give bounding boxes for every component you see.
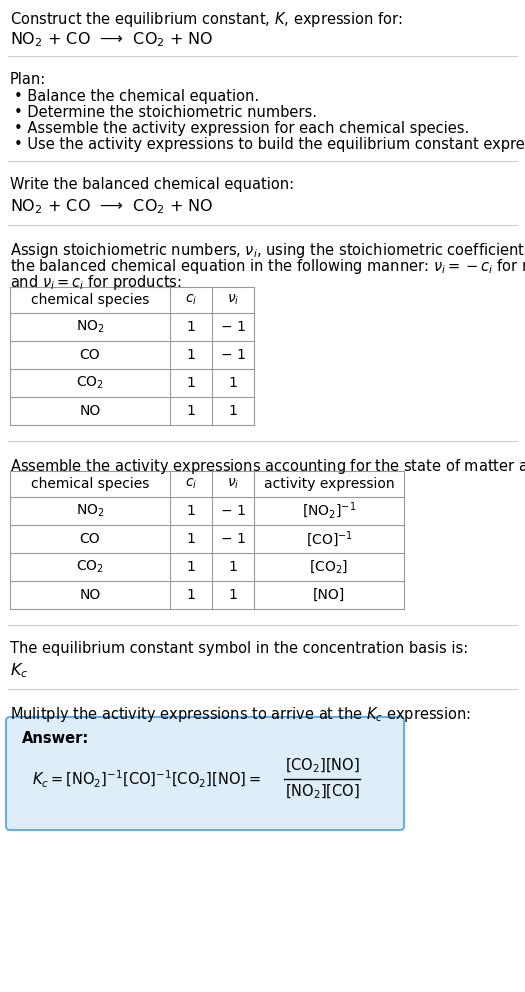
Text: the balanced chemical equation in the following manner: $\nu_i = -c_i$ for react: the balanced chemical equation in the fo… xyxy=(10,257,525,276)
Text: 1: 1 xyxy=(186,376,195,390)
Text: $K_c = [\mathrm{NO_2}]^{-1} [\mathrm{CO}]^{-1} [\mathrm{CO_2}] [\mathrm{NO}] = $: $K_c = [\mathrm{NO_2}]^{-1} [\mathrm{CO}… xyxy=(32,769,261,790)
Text: CO$_2$: CO$_2$ xyxy=(76,375,104,391)
Text: 1: 1 xyxy=(186,348,195,362)
Text: − 1: − 1 xyxy=(220,532,246,546)
Text: chemical species: chemical species xyxy=(31,293,149,307)
Text: CO: CO xyxy=(80,532,100,546)
Text: chemical species: chemical species xyxy=(31,477,149,491)
Text: Mulitply the activity expressions to arrive at the $K_c$ expression:: Mulitply the activity expressions to arr… xyxy=(10,705,471,724)
Text: 1: 1 xyxy=(186,560,195,574)
Text: Answer:: Answer: xyxy=(22,731,89,746)
Text: $c_i$: $c_i$ xyxy=(185,477,197,491)
Text: The equilibrium constant symbol in the concentration basis is:: The equilibrium constant symbol in the c… xyxy=(10,641,468,656)
Text: 1: 1 xyxy=(186,588,195,602)
Text: $\nu_i$: $\nu_i$ xyxy=(227,477,239,491)
Text: Construct the equilibrium constant, $K$, expression for:: Construct the equilibrium constant, $K$,… xyxy=(10,10,403,29)
Text: NO$_2$ + CO  ⟶  CO$_2$ + NO: NO$_2$ + CO ⟶ CO$_2$ + NO xyxy=(10,197,214,215)
Text: [CO$_2$]: [CO$_2$] xyxy=(309,558,349,575)
Text: 1: 1 xyxy=(228,588,237,602)
Text: 1: 1 xyxy=(186,404,195,418)
Text: CO: CO xyxy=(80,348,100,362)
Text: 1: 1 xyxy=(186,320,195,334)
Text: − 1: − 1 xyxy=(220,320,246,334)
FancyBboxPatch shape xyxy=(6,717,404,830)
Text: NO: NO xyxy=(79,404,101,418)
Text: and $\nu_i = c_i$ for products:: and $\nu_i = c_i$ for products: xyxy=(10,273,182,292)
Text: • Assemble the activity expression for each chemical species.: • Assemble the activity expression for e… xyxy=(14,121,469,136)
Text: activity expression: activity expression xyxy=(264,477,394,491)
Text: $[\mathrm{NO_2}] [\mathrm{CO}]$: $[\mathrm{NO_2}] [\mathrm{CO}]$ xyxy=(285,783,360,802)
Text: NO$_2$ + CO  ⟶  CO$_2$ + NO: NO$_2$ + CO ⟶ CO$_2$ + NO xyxy=(10,30,214,49)
Text: [NO$_2$]$^{-1}$: [NO$_2$]$^{-1}$ xyxy=(302,501,356,521)
Text: NO$_2$: NO$_2$ xyxy=(76,318,104,335)
Text: $\nu_i$: $\nu_i$ xyxy=(227,293,239,308)
Text: $K_c$: $K_c$ xyxy=(10,661,28,680)
Text: $[\mathrm{CO_2}] [\mathrm{NO}]$: $[\mathrm{CO_2}] [\mathrm{NO}]$ xyxy=(285,757,360,775)
Text: Write the balanced chemical equation:: Write the balanced chemical equation: xyxy=(10,177,294,192)
Text: $c_i$: $c_i$ xyxy=(185,293,197,308)
Text: Assemble the activity expressions accounting for the state of matter and $\nu_i$: Assemble the activity expressions accoun… xyxy=(10,457,525,476)
Text: 1: 1 xyxy=(228,376,237,390)
Text: [CO]$^{-1}$: [CO]$^{-1}$ xyxy=(306,529,352,549)
Text: NO$_2$: NO$_2$ xyxy=(76,503,104,519)
Text: 1: 1 xyxy=(228,404,237,418)
Text: NO: NO xyxy=(79,588,101,602)
Text: 1: 1 xyxy=(186,504,195,518)
Text: CO$_2$: CO$_2$ xyxy=(76,558,104,575)
Text: 1: 1 xyxy=(228,560,237,574)
Text: • Balance the chemical equation.: • Balance the chemical equation. xyxy=(14,89,259,104)
Text: Assign stoichiometric numbers, $\nu_i$, using the stoichiometric coefficients, $: Assign stoichiometric numbers, $\nu_i$, … xyxy=(10,241,525,260)
Text: Plan:: Plan: xyxy=(10,72,46,87)
Text: • Use the activity expressions to build the equilibrium constant expression.: • Use the activity expressions to build … xyxy=(14,137,525,152)
Text: • Determine the stoichiometric numbers.: • Determine the stoichiometric numbers. xyxy=(14,105,317,120)
Text: [NO]: [NO] xyxy=(313,588,345,602)
Text: 1: 1 xyxy=(186,532,195,546)
Text: − 1: − 1 xyxy=(220,348,246,362)
Text: − 1: − 1 xyxy=(220,504,246,518)
